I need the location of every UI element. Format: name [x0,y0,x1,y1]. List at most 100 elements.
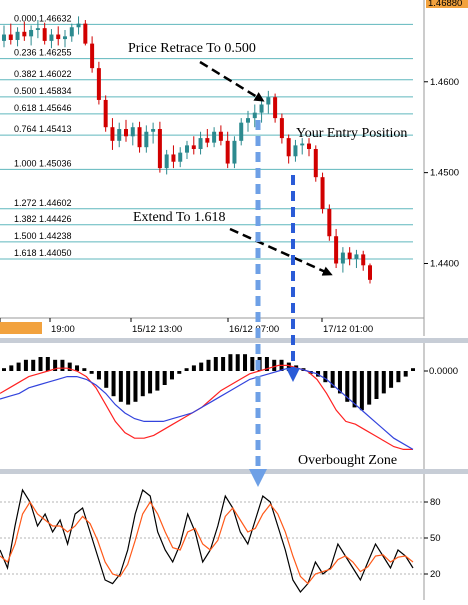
candle-body-20 [137,127,142,148]
macd-bar-10 [75,365,80,371]
selected-time-bg [0,322,42,334]
macd-bar-50 [367,371,372,405]
fib-label-3: 0.500 1.45834 [14,86,72,96]
candle-body-3 [22,31,27,37]
top-price-label-bg [426,0,468,8]
candle-body-46 [313,149,318,178]
selected-time-label [0,322,42,334]
candle-body-33 [225,140,230,164]
macd-bar-39 [286,362,291,371]
candle-body-48 [327,208,332,237]
candle-body-28 [191,145,196,150]
candle-body-2 [15,31,20,40]
macd-bar-15 [111,371,116,397]
stoch-label-1: 50 [430,533,441,544]
macd-bar-21 [155,371,160,391]
candle-body-43 [293,145,298,157]
candle-body-8 [56,34,61,40]
panel-separator-2 [0,469,468,474]
macd-bar-31 [228,354,233,371]
macd-bar-44 [323,371,328,383]
macd-line-0 [0,364,413,450]
candle-body-12 [83,23,88,44]
candle-body-29 [198,138,203,150]
candle-body-36 [246,118,250,123]
candle-body-15 [103,99,108,128]
macd-label-0: 0.0000 [429,366,458,377]
candle-body-35 [239,122,244,141]
macd-bar-24 [177,371,182,374]
stoch-label-2: 20 [430,569,441,580]
macd-bar-27 [199,362,204,371]
macd-bar-20 [148,371,153,394]
fib-label-5: 0.764 1.45413 [14,124,72,134]
macd-bar-1 [9,365,14,371]
macd-bar-26 [191,365,196,371]
macd-bar-9 [67,362,72,371]
macd-bar-3 [23,359,28,371]
time-label-3: 16/12 07:00 [229,324,279,335]
fib-label-0: 0.000 1.46632 [14,13,72,23]
stoch-line-1 [0,500,414,585]
macd-bar-14 [104,371,109,388]
candle-body-50 [340,252,345,264]
candle-body-37 [252,112,257,119]
macd-bar-45 [330,371,335,388]
price-label-2: 1.4400 [430,258,459,269]
candle-body-14 [96,68,101,100]
candle-body-10 [69,27,74,37]
fib-label-9: 1.500 1.44238 [14,231,72,241]
macd-bar-18 [133,371,138,402]
candle-body-9 [63,36,67,40]
macd-bar-13 [96,371,101,380]
macd-bar-12 [89,371,94,374]
candle-body-6 [42,28,47,41]
extend-annotation: Extend To 1.618 [133,210,225,225]
candle-body-32 [218,131,223,141]
macd-bar-34 [250,357,255,371]
fib-label-2: 0.382 1.46022 [14,69,72,79]
entry-annotation: Your Entry Position [296,126,407,141]
fibonacci-levels: 0.000 1.46632 0.236 1.46255 0.382 1.46022 0… [0,13,413,260]
macd-bar-30 [221,357,226,371]
fib-label-1: 0.236 1.46255 [14,48,72,58]
macd-bar-48 [352,371,357,408]
stochastic-panel [0,488,424,593]
macd-bar-5 [38,357,43,371]
candle-body-30 [205,138,210,143]
macd-bar-0 [2,368,6,371]
candle-body-24 [164,154,169,169]
candle-body-0 [2,34,6,41]
macd-line-1 [0,367,414,450]
macd-bar-8 [60,359,65,371]
macd-bar-52 [381,371,386,394]
candle-body-17 [117,129,122,141]
macd-bar-32 [235,354,240,371]
macd-bar-36 [264,357,269,371]
candle-body-42 [286,138,291,157]
candle-body-34 [232,140,237,164]
candle-body-7 [49,34,54,41]
price-axis: 1.4600 1.4500 1.4400 [424,77,459,269]
macd-bar-49 [359,371,364,411]
extend-arrow [229,227,333,276]
candle-body-23 [157,129,162,169]
price-label-0: 1.4600 [430,77,459,88]
candlesticks [2,16,372,284]
price-panel: 0.000 1.46632 0.236 1.46255 0.382 1.46022 0… [0,13,413,284]
candle-body-54 [368,265,372,280]
macd-bar-51 [374,371,379,399]
stochastic-axis: 80 50 20 [424,497,441,580]
candle-body-19 [130,127,135,137]
fib-label-8: 1.382 1.44426 [14,214,72,224]
candle-body-27 [185,145,189,153]
macd-bar-53 [389,371,394,388]
candle-body-1 [8,34,13,40]
candle-body-45 [307,143,311,150]
candle-body-51 [347,252,352,259]
macd-panel [0,354,415,450]
candle-body-21 [144,131,149,148]
candle-body-11 [76,23,81,28]
candle-body-41 [279,118,284,139]
